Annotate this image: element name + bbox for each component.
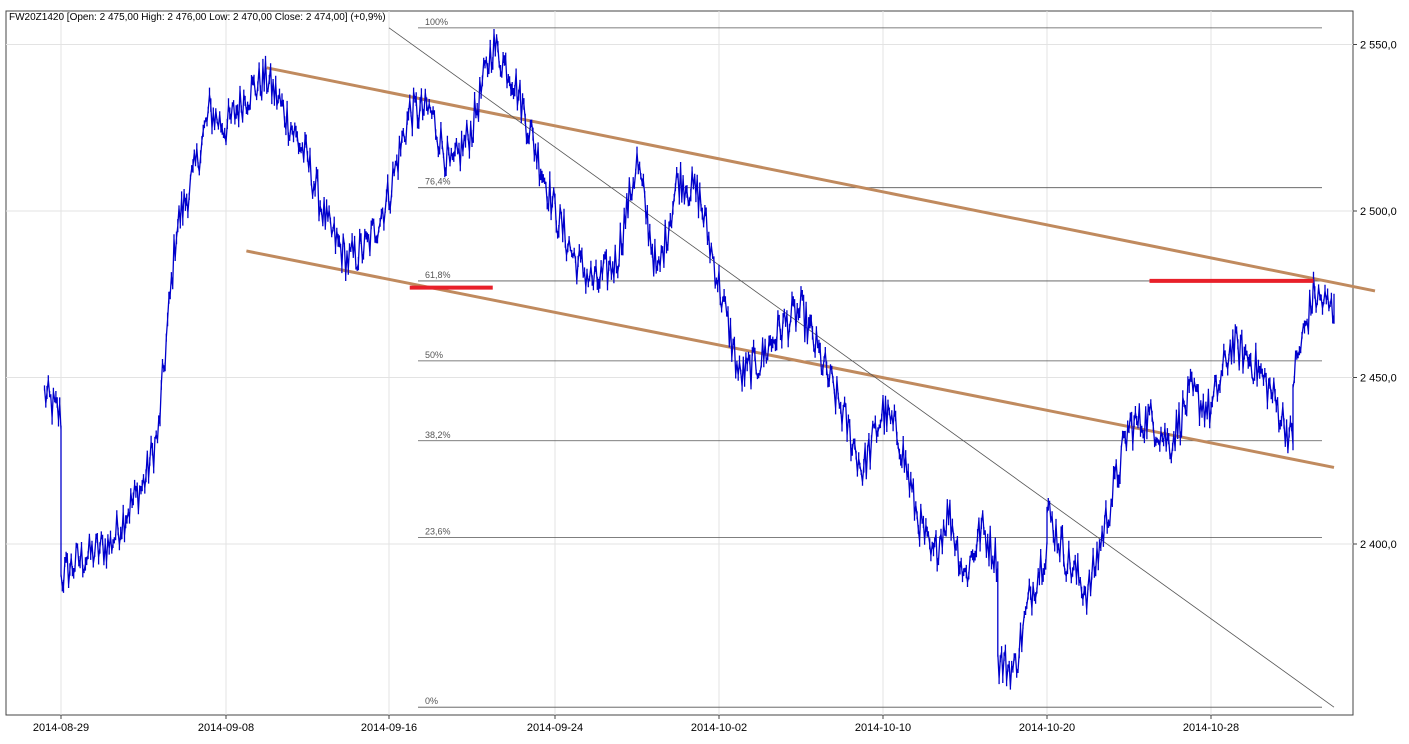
y-tick-label: 2 450,0 <box>1360 373 1397 385</box>
price-series <box>43 29 1335 690</box>
x-tick-label: 2014-09-08 <box>198 722 254 734</box>
chart-title: FW20Z1420 [Open: 2 475,00 High: 2 476,00… <box>9 12 386 23</box>
x-tick-label: 2014-09-24 <box>527 722 583 734</box>
grid <box>6 11 1353 715</box>
fib-level-label: 76,4% <box>425 177 451 187</box>
fibonacci-levels: 100% 76,4% 61,8% 50% 38,2% 23,6% 0% <box>418 17 1322 708</box>
x-tick-label: 2014-10-02 <box>691 722 747 734</box>
fib-level-label: 0% <box>425 696 438 706</box>
x-tick-label: 2014-10-10 <box>855 722 911 734</box>
fib-level-label: 50% <box>425 350 443 360</box>
fib-level-label: 38,2% <box>425 430 451 440</box>
x-tick-label: 2014-08-29 <box>33 722 89 734</box>
highlight-lines <box>409 278 1314 290</box>
axes: 2014-08-29 2014-09-08 2014-09-16 2014-09-24… <box>33 40 1397 735</box>
x-tick-label: 2014-10-20 <box>1019 722 1075 734</box>
y-tick-label: 2 550,0 <box>1360 40 1397 52</box>
plot-area <box>5 10 1354 716</box>
trend-line-diagonal <box>388 27 1335 708</box>
fib-level-label: 23,6% <box>425 526 451 536</box>
x-tick-label: 2014-10-28 <box>1183 722 1239 734</box>
x-tick-label: 2014-09-16 <box>361 722 417 734</box>
price-bars <box>43 29 1335 690</box>
fib-level-label: 61,8% <box>425 270 451 280</box>
trend-line-upper-channel <box>266 66 1376 293</box>
y-tick-label: 2 400,0 <box>1360 539 1397 551</box>
fib-level-label: 100% <box>425 17 448 27</box>
y-tick-label: 2 500,0 <box>1360 206 1397 218</box>
